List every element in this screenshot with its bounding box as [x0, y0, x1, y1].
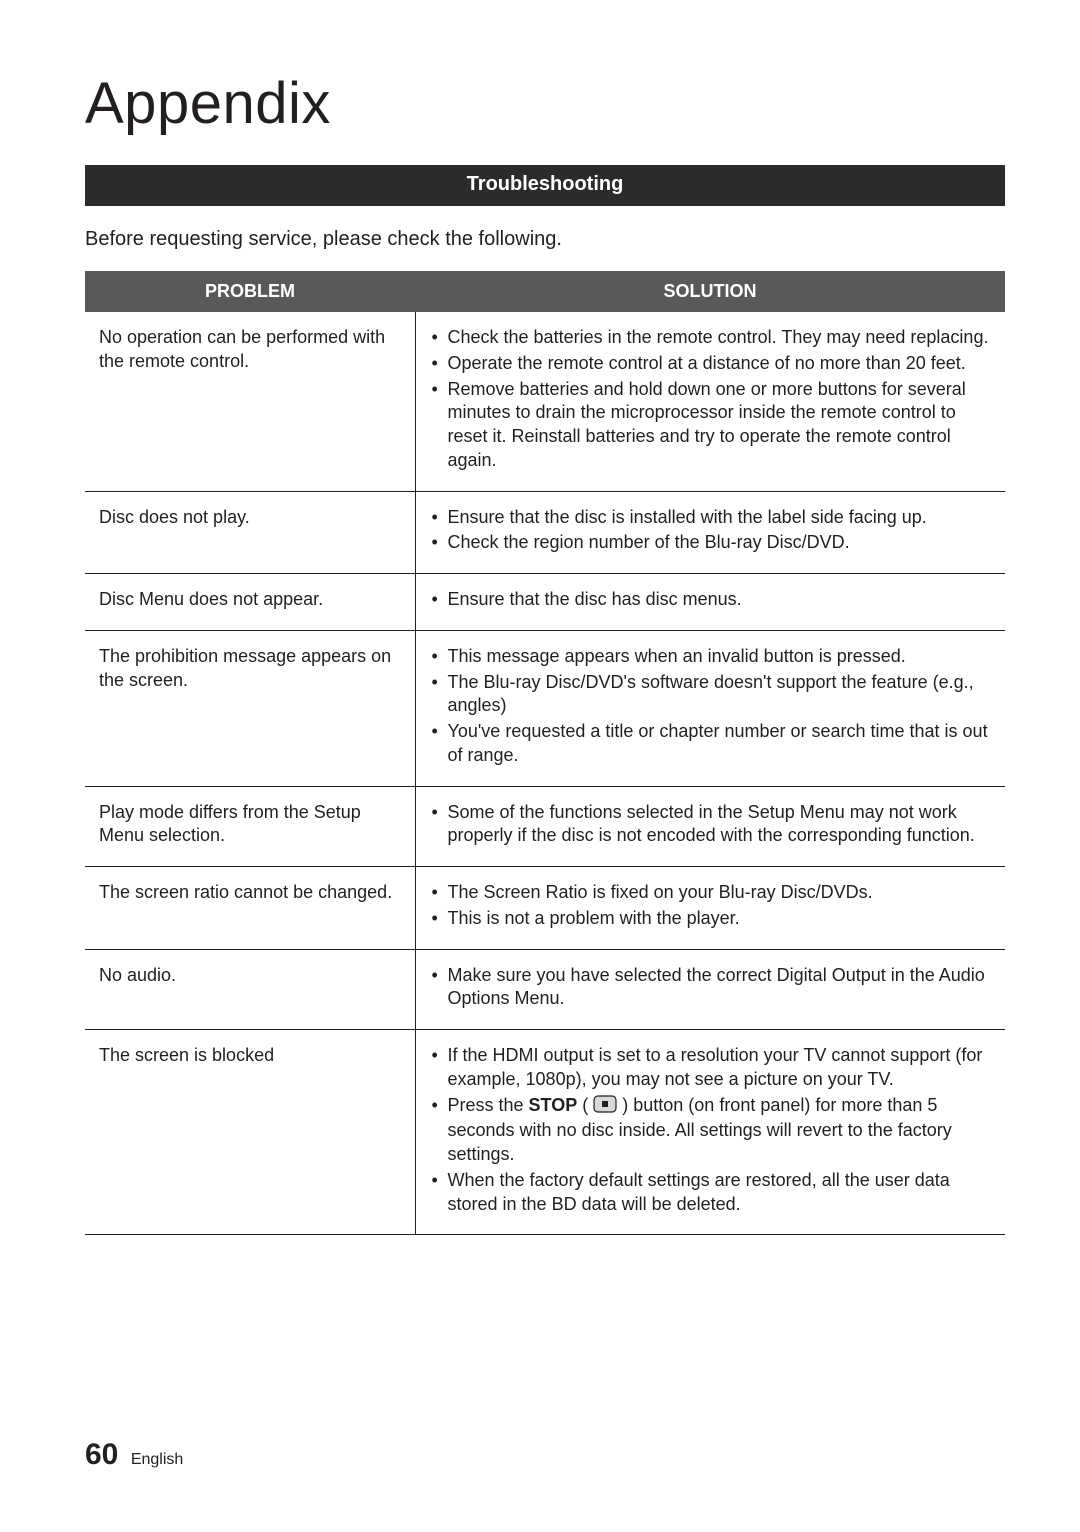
page-footer: 60 English	[85, 1438, 183, 1472]
solution-item: Ensure that the disc has disc menus.	[430, 588, 994, 612]
intro-text: Before requesting service, please check …	[85, 228, 1005, 251]
solution-cell: Make sure you have selected the correct …	[415, 949, 1005, 1030]
page: Appendix Troubleshooting Before requesti…	[0, 0, 1080, 1532]
problem-cell: The prohibition message appears on the s…	[85, 630, 415, 786]
solution-item: Make sure you have selected the correct …	[430, 964, 994, 1012]
table-header-row: PROBLEM SOLUTION	[85, 271, 1005, 312]
solution-cell: Ensure that the disc is installed with t…	[415, 491, 1005, 574]
solution-item: This message appears when an invalid but…	[430, 645, 994, 669]
problem-cell: Disc Menu does not appear.	[85, 574, 415, 631]
problem-cell: No operation can be performed with the r…	[85, 312, 415, 491]
solution-cell: If the HDMI output is set to a resolutio…	[415, 1030, 1005, 1235]
table-row: No operation can be performed with the r…	[85, 312, 1005, 491]
solution-list: Make sure you have selected the correct …	[430, 964, 994, 1012]
solution-list: Ensure that the disc is installed with t…	[430, 506, 994, 556]
page-number: 60	[85, 1438, 118, 1471]
table-row: The screen is blocked If the HDMI output…	[85, 1030, 1005, 1235]
troubleshooting-table: PROBLEM SOLUTION No operation can be per…	[85, 271, 1005, 1235]
text-fragment: Press the	[448, 1095, 529, 1115]
table-row: The screen ratio cannot be changed. The …	[85, 867, 1005, 950]
solution-item: Ensure that the disc is installed with t…	[430, 506, 994, 530]
solution-item: If the HDMI output is set to a resolutio…	[430, 1044, 994, 1092]
solution-item: Check the region number of the Blu-ray D…	[430, 531, 994, 555]
stop-label: STOP	[529, 1095, 578, 1115]
problem-cell: Disc does not play.	[85, 491, 415, 574]
solution-item: You've requested a title or chapter numb…	[430, 720, 994, 768]
problem-cell: The screen ratio cannot be changed.	[85, 867, 415, 950]
solution-item: Operate the remote control at a distance…	[430, 352, 994, 376]
solution-item: Check the batteries in the remote contro…	[430, 326, 994, 350]
solution-cell: Ensure that the disc has disc menus.	[415, 574, 1005, 631]
table-row: Disc does not play. Ensure that the disc…	[85, 491, 1005, 574]
table-row: Disc Menu does not appear. Ensure that t…	[85, 574, 1005, 631]
text-fragment: )	[617, 1095, 628, 1115]
text-fragment: (	[582, 1095, 593, 1115]
header-solution: SOLUTION	[415, 271, 1005, 312]
solution-item: Some of the functions selected in the Se…	[430, 801, 994, 849]
solution-cell: This message appears when an invalid but…	[415, 630, 1005, 786]
problem-cell: The screen is blocked	[85, 1030, 415, 1235]
header-problem: PROBLEM	[85, 271, 415, 312]
solution-item: Remove batteries and hold down one or mo…	[430, 378, 994, 473]
solution-list: Check the batteries in the remote contro…	[430, 326, 994, 473]
solution-list: Some of the functions selected in the Se…	[430, 801, 994, 849]
solution-item: The Blu-ray Disc/DVD's software doesn't …	[430, 671, 994, 719]
solution-list: This message appears when an invalid but…	[430, 645, 994, 768]
section-header: Troubleshooting	[85, 165, 1005, 206]
stop-button-icon	[593, 1095, 617, 1120]
footer-language: English	[131, 1451, 183, 1468]
problem-cell: No audio.	[85, 949, 415, 1030]
page-title: Appendix	[85, 70, 1005, 137]
table-row: No audio. Make sure you have selected th…	[85, 949, 1005, 1030]
solution-list: The Screen Ratio is fixed on your Blu-ra…	[430, 881, 994, 931]
solution-item: The Screen Ratio is fixed on your Blu-ra…	[430, 881, 994, 905]
solution-cell: Some of the functions selected in the Se…	[415, 786, 1005, 867]
table-row: The prohibition message appears on the s…	[85, 630, 1005, 786]
solution-list: If the HDMI output is set to a resolutio…	[430, 1044, 994, 1216]
solution-item: When the factory default settings are re…	[430, 1169, 994, 1217]
solution-list: Ensure that the disc has disc menus.	[430, 588, 994, 612]
solution-cell: Check the batteries in the remote contro…	[415, 312, 1005, 491]
problem-cell: Play mode differs from the Setup Menu se…	[85, 786, 415, 867]
solution-item: This is not a problem with the player.	[430, 907, 994, 931]
solution-cell: The Screen Ratio is fixed on your Blu-ra…	[415, 867, 1005, 950]
table-row: Play mode differs from the Setup Menu se…	[85, 786, 1005, 867]
solution-item: Press the STOP ( ) button (on front pane…	[430, 1094, 994, 1167]
